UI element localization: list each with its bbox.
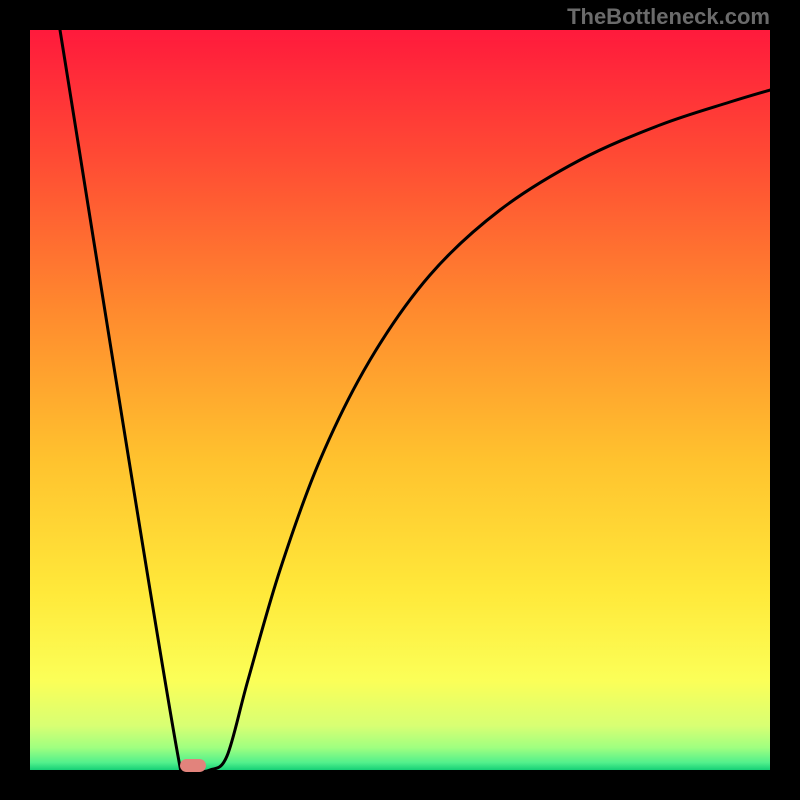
plot-area (30, 30, 770, 770)
bottleneck-curve (30, 30, 770, 770)
watermark-text: TheBottleneck.com (567, 4, 770, 30)
min-marker (180, 759, 206, 772)
